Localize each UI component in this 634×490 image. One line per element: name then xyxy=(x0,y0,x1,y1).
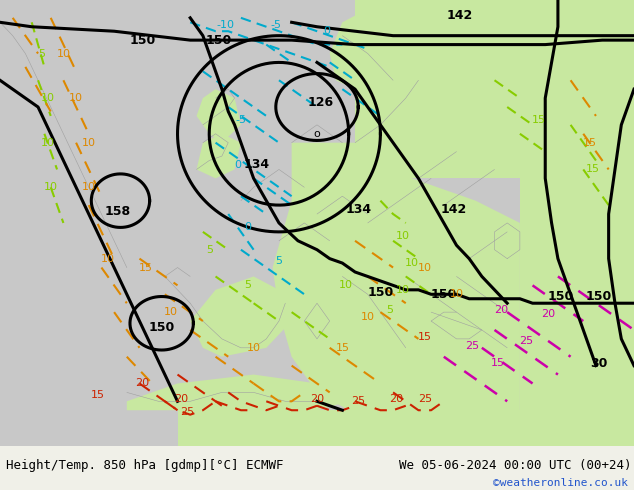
Text: o: o xyxy=(314,129,320,139)
Text: 10: 10 xyxy=(450,289,463,299)
Text: 10: 10 xyxy=(418,263,432,272)
Polygon shape xyxy=(197,134,241,178)
Polygon shape xyxy=(273,143,520,410)
Text: 15: 15 xyxy=(335,343,349,353)
Text: ©weatheronline.co.uk: ©weatheronline.co.uk xyxy=(493,478,628,488)
Text: 25: 25 xyxy=(180,408,194,417)
Text: 10: 10 xyxy=(361,312,375,321)
FancyBboxPatch shape xyxy=(0,0,634,446)
Text: 25: 25 xyxy=(465,341,479,350)
Text: 134: 134 xyxy=(243,158,270,172)
Text: 150: 150 xyxy=(548,290,574,303)
Text: 10: 10 xyxy=(69,93,83,103)
Text: 10: 10 xyxy=(41,93,55,103)
Text: 25: 25 xyxy=(418,394,432,404)
Text: 150: 150 xyxy=(586,290,612,303)
Polygon shape xyxy=(330,9,406,89)
Text: 15: 15 xyxy=(583,138,597,147)
Text: 158: 158 xyxy=(104,205,131,219)
Polygon shape xyxy=(292,259,380,348)
Text: 10: 10 xyxy=(41,138,55,147)
Text: 10: 10 xyxy=(82,138,96,147)
Text: -5: -5 xyxy=(235,115,247,125)
Text: 10: 10 xyxy=(396,285,410,295)
Text: 150: 150 xyxy=(205,34,232,47)
Text: 150: 150 xyxy=(129,34,156,47)
Text: 10: 10 xyxy=(339,280,353,291)
Text: 20: 20 xyxy=(310,394,324,404)
Text: 25: 25 xyxy=(519,336,533,346)
Text: 150: 150 xyxy=(367,286,394,298)
Text: 20: 20 xyxy=(541,309,555,319)
Text: -5: -5 xyxy=(270,20,281,29)
FancyBboxPatch shape xyxy=(520,143,634,410)
Text: 134: 134 xyxy=(345,203,372,216)
FancyBboxPatch shape xyxy=(178,410,634,446)
Text: 15: 15 xyxy=(532,115,546,125)
Text: 10: 10 xyxy=(82,182,96,192)
Text: 5: 5 xyxy=(205,245,213,255)
Text: 5: 5 xyxy=(37,49,45,58)
Text: 20: 20 xyxy=(174,394,188,404)
Text: 5: 5 xyxy=(386,305,394,315)
Polygon shape xyxy=(197,89,241,143)
Text: 150: 150 xyxy=(148,321,175,334)
Polygon shape xyxy=(190,276,292,357)
Text: 10: 10 xyxy=(56,49,70,58)
Text: 15: 15 xyxy=(91,390,105,400)
Text: 25: 25 xyxy=(351,396,365,406)
Text: 10: 10 xyxy=(44,182,58,192)
Text: 10: 10 xyxy=(396,231,410,242)
Text: 15: 15 xyxy=(586,165,600,174)
Text: 142: 142 xyxy=(440,203,467,216)
FancyBboxPatch shape xyxy=(355,0,634,178)
Text: 0: 0 xyxy=(234,160,242,170)
Text: 5: 5 xyxy=(275,256,283,266)
Polygon shape xyxy=(127,374,349,410)
Text: 150: 150 xyxy=(430,288,457,301)
Text: Height/Temp. 850 hPa [gdmp][°C] ECMWF: Height/Temp. 850 hPa [gdmp][°C] ECMWF xyxy=(6,459,284,472)
Text: 5: 5 xyxy=(243,280,251,291)
Text: 15: 15 xyxy=(418,332,432,342)
Text: 142: 142 xyxy=(446,9,473,22)
Text: 20: 20 xyxy=(494,305,508,315)
Text: 0: 0 xyxy=(323,26,330,36)
Text: 0: 0 xyxy=(243,222,251,232)
Text: 30: 30 xyxy=(590,357,608,370)
Text: 10: 10 xyxy=(247,343,261,353)
Text: 20: 20 xyxy=(136,378,150,389)
Text: -10: -10 xyxy=(216,20,234,29)
Polygon shape xyxy=(418,290,520,384)
Text: 126: 126 xyxy=(307,96,333,109)
Text: 15: 15 xyxy=(491,358,505,368)
Text: 15: 15 xyxy=(139,263,153,272)
Polygon shape xyxy=(476,0,634,53)
Text: 20: 20 xyxy=(389,394,403,404)
Text: 10: 10 xyxy=(164,307,178,317)
Text: 10: 10 xyxy=(405,258,419,268)
Text: We 05-06-2024 00:00 UTC (00+24): We 05-06-2024 00:00 UTC (00+24) xyxy=(399,459,632,472)
Text: 10: 10 xyxy=(101,254,115,264)
